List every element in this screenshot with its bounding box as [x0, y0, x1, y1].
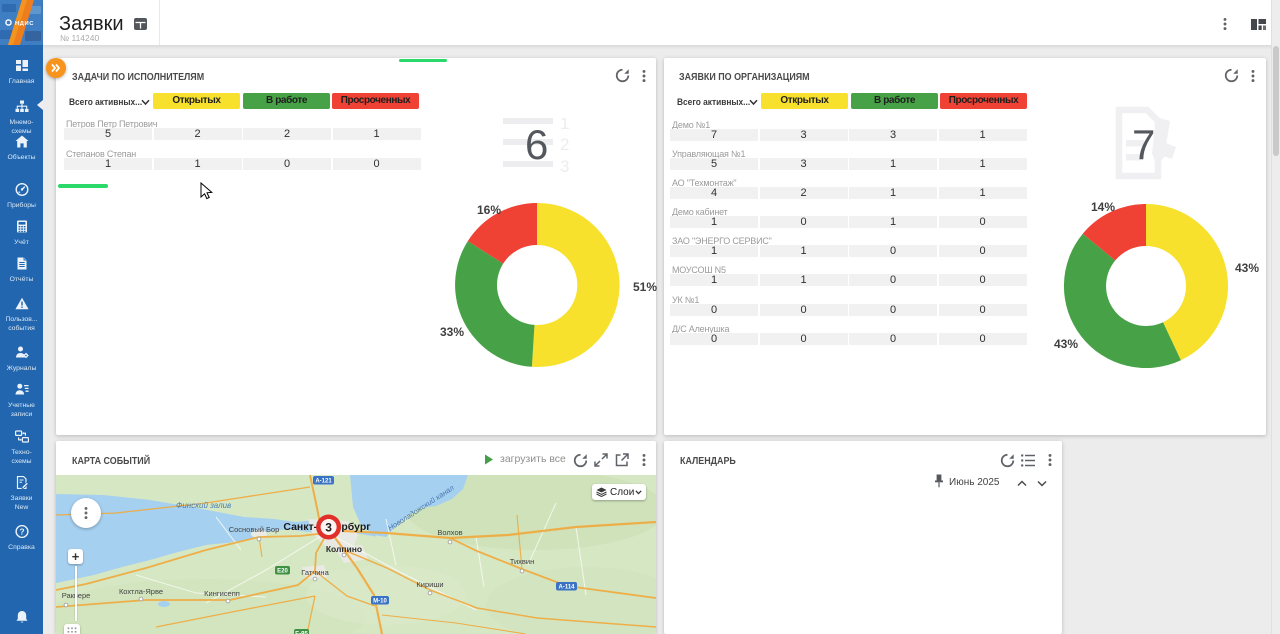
svg-text:?: ?: [19, 526, 24, 536]
svg-text:Гатчина: Гатчина: [301, 568, 329, 577]
svg-text:Е20: Е20: [277, 569, 288, 575]
svg-text:Кириши: Кириши: [416, 580, 443, 589]
svg-text:Кингисепп: Кингисепп: [204, 589, 240, 598]
svg-text:А-114: А-114: [558, 585, 575, 591]
svg-text:Кохтла-Ярве: Кохтла-Ярве: [119, 587, 163, 596]
svg-text:Тихвин: Тихвин: [510, 557, 535, 566]
svg-text:А-121: А-121: [315, 479, 332, 485]
svg-text:Волхов: Волхов: [437, 528, 462, 537]
svg-text:НДИС: НДИС: [15, 21, 34, 27]
svg-text:3: 3: [325, 521, 332, 535]
svg-text:Колпино: Колпино: [326, 544, 362, 554]
svg-text:2: 2: [560, 135, 569, 154]
svg-text:1: 1: [560, 118, 569, 133]
svg-text:3: 3: [560, 157, 569, 173]
svg-text:Е-95: Е-95: [295, 632, 308, 634]
svg-text:Финский залив: Финский залив: [176, 501, 231, 510]
svg-text:М-10: М-10: [373, 599, 387, 605]
svg-text:Сосновый Бор: Сосновый Бор: [229, 525, 280, 534]
